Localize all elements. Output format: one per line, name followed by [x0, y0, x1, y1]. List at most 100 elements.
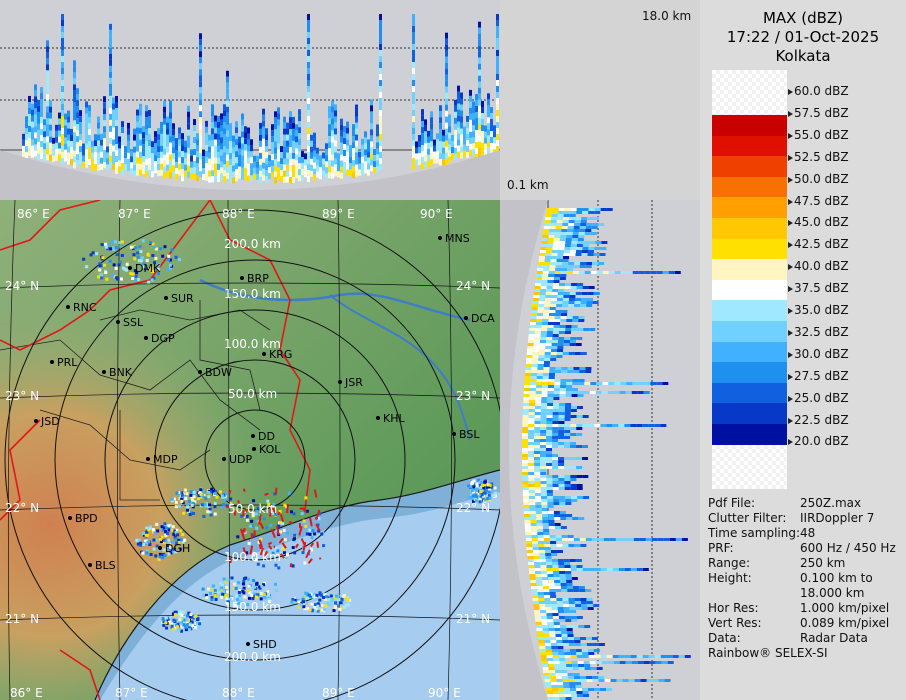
legend-swatch: [712, 218, 787, 239]
echo-cell: [546, 415, 553, 418]
radar-map-panel[interactable]: 86° E 87° E 88° E 89° E 90° E 86° E 87° …: [0, 200, 500, 700]
echo-cell: [555, 370, 562, 373]
echo-cell: [85, 107, 88, 114]
delta-channel: [279, 553, 285, 559]
echo-pixel: [291, 597, 295, 601]
echo-cell: [522, 463, 529, 466]
echo-cell: [79, 134, 82, 141]
echo-cell: [582, 286, 589, 289]
echo-cell: [412, 122, 415, 128]
echo-cell: [552, 613, 559, 616]
echo-cell: [427, 148, 430, 155]
echo-cell: [593, 292, 600, 295]
echo-cell: [587, 253, 594, 256]
echo-cell: [548, 376, 555, 379]
echo-cell: [555, 631, 562, 634]
echo-cell: [211, 128, 214, 135]
echo-cell: [546, 433, 553, 436]
echo-cell: [546, 688, 553, 691]
right-ground-curve: [500, 200, 548, 700]
echo-cell: [540, 457, 547, 460]
echo-cell: [418, 146, 421, 153]
echo-cell: [430, 129, 433, 136]
echo-cell: [546, 208, 553, 211]
echo-cell: [148, 110, 151, 117]
echo-cell: [232, 147, 235, 154]
echo-cell: [528, 484, 535, 487]
echo-cell: [280, 158, 283, 165]
echo-cell: [569, 250, 576, 253]
echo-cell: [559, 403, 566, 406]
radar-map-svg[interactable]: 86° E 87° E 88° E 89° E 90° E 86° E 87° …: [0, 200, 500, 700]
echo-pixel: [303, 593, 307, 597]
echo-cell: [546, 655, 553, 658]
echo-cell: [538, 541, 545, 544]
echo-cell: [563, 214, 570, 217]
echo-cell: [364, 155, 367, 162]
legend-tick: [788, 417, 793, 424]
echo-pixel: [220, 588, 224, 592]
echo-pixel: [109, 247, 113, 251]
echo-pixel: [492, 493, 496, 497]
legend-tick: [788, 351, 793, 358]
echo-cell: [560, 382, 567, 385]
echo-cell: [548, 664, 555, 667]
echo-cell: [552, 478, 559, 481]
info-value: 0.089 km/pixel: [800, 616, 890, 630]
echo-cell: [559, 499, 566, 502]
echo-cell: [334, 134, 337, 141]
echo-cell: [205, 132, 208, 139]
echo-cell: [124, 158, 127, 165]
info-value: 250Z.max: [800, 496, 862, 510]
product-timestamp: 17:22 / 01-Oct-2025: [726, 28, 880, 46]
echo-cell: [581, 292, 588, 295]
echo-pixel: [316, 604, 320, 608]
echo-pixel: [242, 586, 246, 590]
echo-cell: [532, 550, 539, 553]
echo-cell: [355, 110, 358, 117]
echo-cell: [556, 220, 563, 223]
echo-cell: [560, 628, 567, 631]
echo-pixel: [162, 620, 166, 624]
echo-cell: [205, 120, 208, 127]
echo-pixel: [215, 495, 219, 499]
echo-cell: [475, 153, 478, 160]
echo-pixel: [177, 538, 181, 542]
station-dot: [240, 276, 244, 280]
echo-cell: [570, 211, 577, 214]
echo-cell: [328, 112, 331, 119]
echo-cell: [526, 547, 533, 550]
echo-cell: [421, 127, 424, 134]
echo-cell: [250, 145, 253, 152]
echo-cell: [565, 499, 572, 502]
echo-cell: [529, 574, 536, 577]
echo-cell: [540, 421, 547, 424]
delta-channel: [315, 523, 321, 532]
echo-cell: [127, 158, 130, 165]
echo-cell: [563, 682, 570, 685]
echo-cell: [475, 135, 478, 142]
echo-cell: [496, 68, 499, 74]
echo-cell: [542, 319, 549, 322]
echo-pixel: [306, 593, 310, 597]
echo-pixel: [474, 488, 478, 492]
echo-cell: [211, 134, 214, 141]
echo-cell: [295, 160, 298, 167]
echo-cell: [576, 427, 583, 430]
echo-cell: [566, 382, 573, 385]
echo-cell: [545, 292, 552, 295]
echo-cell: [109, 53, 112, 60]
echo-cell: [549, 370, 556, 373]
echo-cell: [570, 475, 577, 478]
echo-cell: [588, 247, 595, 250]
echo-cell: [595, 661, 602, 664]
echo-pixel: [346, 598, 350, 602]
echo-cell: [576, 415, 583, 418]
echo-cell: [564, 568, 571, 571]
echo-cell: [274, 129, 277, 136]
legend-swatch: [712, 197, 787, 219]
echo-cell: [558, 481, 565, 484]
echo-cell: [546, 487, 553, 490]
echo-cell: [214, 151, 217, 158]
echo-cell: [534, 613, 541, 616]
